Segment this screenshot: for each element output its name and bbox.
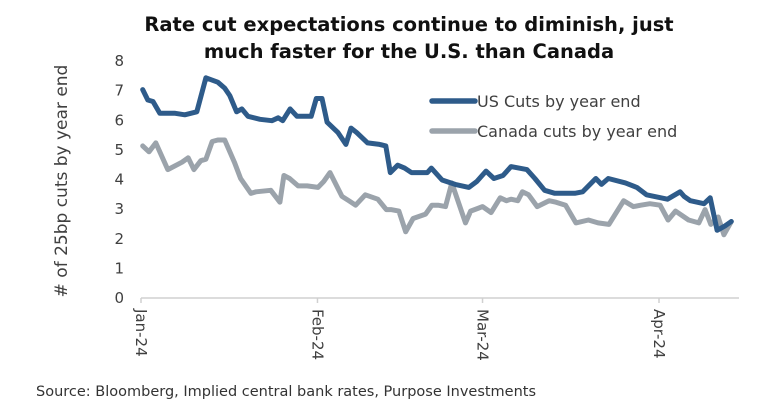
chart-title-line-2: much faster for the U.S. than Canada: [204, 40, 614, 63]
x-tick-label: Mar-24: [474, 309, 492, 361]
y-tick-label: 7: [114, 82, 124, 100]
legend-label-us: US Cuts by year end: [477, 92, 641, 111]
y-axis-label: # of 25bp cuts by year end: [52, 65, 72, 298]
y-tick-label: 4: [114, 171, 124, 189]
x-tick-label: Jan-24: [132, 308, 150, 357]
x-tick-label: Apr-24: [650, 309, 668, 359]
chart-title-line-1: Rate cut expectations continue to dimini…: [144, 13, 673, 36]
series-line-canada: [140, 137, 734, 238]
series-lines: [140, 75, 734, 238]
source-note: Source: Bloomberg, Implied central bank …: [36, 384, 536, 400]
y-tick-label: 3: [114, 200, 124, 218]
legend-label-canada: Canada cuts by year end: [477, 122, 677, 141]
y-tick-label: 6: [114, 111, 124, 129]
y-tick-label: 0: [114, 289, 124, 307]
y-tick-label: 1: [114, 259, 124, 277]
legend: US Cuts by year end Canada cuts by year …: [429, 92, 677, 141]
y-tick-label: 2: [114, 230, 124, 248]
y-tick-label: 5: [114, 141, 124, 159]
y-tick-labels: 0 1 2 3 4 5 6 7 8: [114, 52, 124, 307]
x-tick-label: Feb-24: [308, 309, 326, 360]
series-line-us: [140, 75, 734, 233]
x-ticks: Jan-24 Feb-24 Mar-24 Apr-24: [132, 298, 668, 361]
y-tick-label: 8: [114, 52, 124, 70]
